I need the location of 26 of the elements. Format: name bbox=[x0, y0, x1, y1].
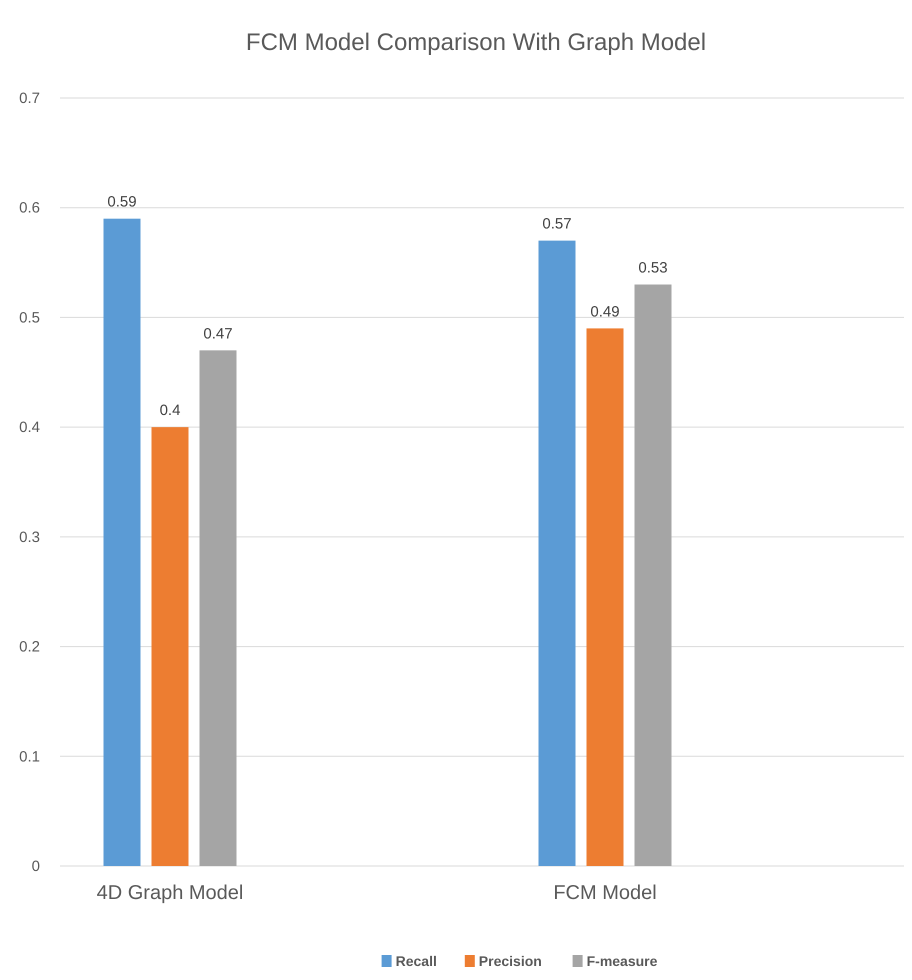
y-tick-label: 0.5 bbox=[19, 309, 40, 326]
bar bbox=[586, 328, 624, 866]
data-label: 0.4 bbox=[160, 402, 180, 420]
bar bbox=[538, 240, 576, 866]
bar bbox=[152, 427, 188, 866]
x-tick-label: 4D Graph Model bbox=[96, 882, 244, 904]
bar bbox=[634, 284, 672, 866]
y-tick-label: 0.2 bbox=[19, 638, 40, 656]
y-tick-label: 0.1 bbox=[19, 748, 40, 766]
bar bbox=[200, 350, 236, 866]
y-tick-label: 0 bbox=[32, 858, 40, 875]
y-tick-label: 0.6 bbox=[19, 200, 40, 217]
data-label: 0.57 bbox=[542, 216, 572, 233]
bar bbox=[104, 218, 140, 866]
y-tick-label: 0.7 bbox=[19, 90, 40, 107]
legend-label: Recall bbox=[396, 953, 437, 969]
y-tick-label: 0.3 bbox=[19, 528, 40, 546]
data-label: 0.59 bbox=[107, 194, 137, 211]
data-label: 0.47 bbox=[203, 325, 233, 342]
legend-label: Precision bbox=[478, 953, 542, 969]
chart-title: FCM Model Comparison With Graph Model bbox=[246, 29, 706, 56]
data-label: 0.49 bbox=[590, 303, 620, 320]
x-tick-label: FCM Model bbox=[553, 882, 657, 904]
legend-label: F-measure bbox=[586, 953, 658, 969]
y-tick-label: 0.4 bbox=[19, 419, 40, 436]
data-label: 0.53 bbox=[638, 260, 668, 277]
